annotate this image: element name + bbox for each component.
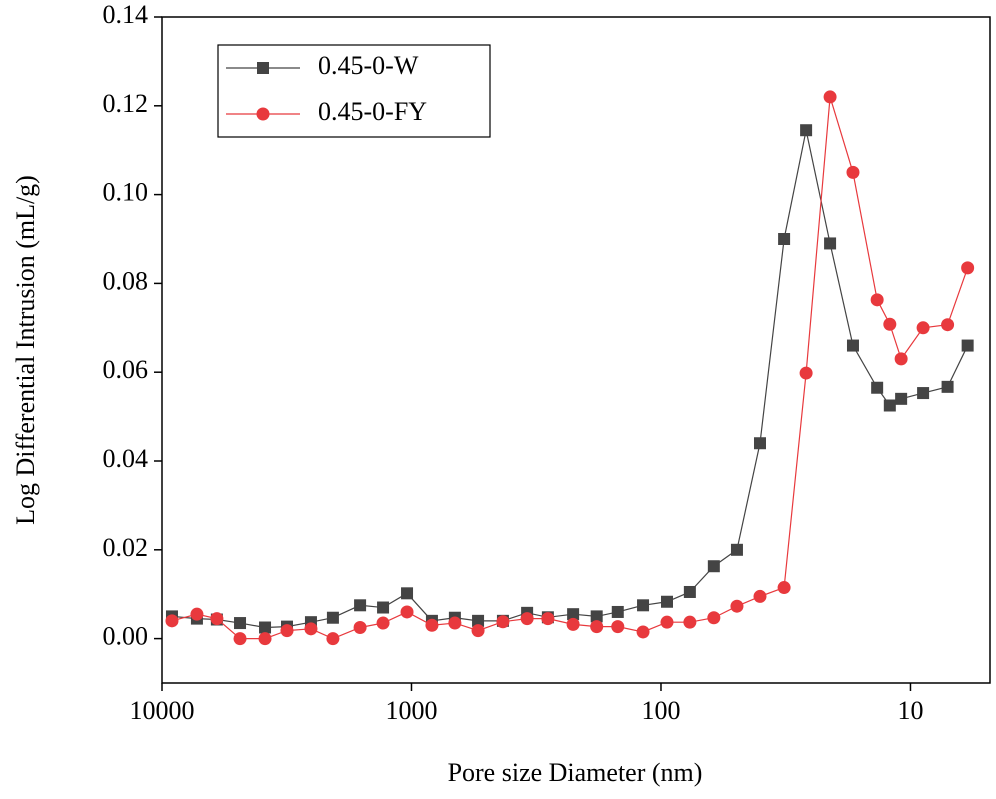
marker bbox=[472, 614, 485, 627]
marker bbox=[234, 617, 247, 630]
marker bbox=[824, 237, 837, 250]
series-line bbox=[171, 96, 969, 640]
marker bbox=[326, 611, 339, 624]
marker bbox=[778, 233, 791, 245]
legend-marker bbox=[256, 107, 270, 121]
y-tick-label: 0.10 bbox=[103, 178, 149, 207]
marker bbox=[304, 622, 318, 636]
y-tick-label: 0.08 bbox=[103, 266, 149, 295]
marker bbox=[637, 599, 650, 612]
marker bbox=[353, 621, 367, 634]
y-tick-label: 0.04 bbox=[103, 444, 149, 473]
x-tick-label: 10000 bbox=[130, 696, 195, 725]
marker bbox=[707, 560, 720, 573]
marker bbox=[636, 625, 650, 639]
marker bbox=[799, 366, 813, 380]
legend-label: 0.45-0-W bbox=[318, 51, 419, 80]
marker bbox=[660, 595, 673, 608]
marker bbox=[916, 321, 930, 335]
y-tick-label: 0.06 bbox=[103, 355, 149, 384]
marker bbox=[894, 352, 908, 366]
marker bbox=[941, 380, 954, 393]
marker bbox=[753, 437, 766, 450]
marker bbox=[567, 608, 580, 621]
marker bbox=[590, 620, 604, 634]
series-line bbox=[171, 130, 969, 629]
marker bbox=[883, 399, 896, 412]
legend-marker bbox=[257, 62, 269, 74]
marker bbox=[471, 624, 485, 638]
marker bbox=[707, 611, 721, 625]
marker bbox=[753, 589, 767, 603]
marker bbox=[233, 632, 247, 646]
marker bbox=[730, 599, 744, 613]
y-axis-label: Log Differential Intrusion (mL/g) bbox=[11, 175, 40, 525]
marker bbox=[683, 585, 696, 598]
marker bbox=[871, 381, 884, 394]
marker bbox=[400, 605, 414, 619]
marker bbox=[425, 618, 439, 632]
marker bbox=[870, 293, 884, 307]
x-tick-label: 10 bbox=[897, 696, 923, 725]
marker bbox=[941, 318, 955, 332]
marker bbox=[520, 612, 534, 626]
marker bbox=[590, 610, 603, 623]
y-tick-label: 0.00 bbox=[103, 622, 149, 651]
marker bbox=[258, 632, 272, 646]
marker bbox=[823, 90, 837, 104]
marker bbox=[401, 587, 414, 600]
marker bbox=[566, 617, 580, 631]
marker bbox=[800, 124, 813, 137]
plot-frame bbox=[161, 16, 991, 684]
marker bbox=[846, 339, 859, 352]
marker bbox=[683, 615, 697, 629]
x-tick-label: 1000 bbox=[385, 696, 437, 725]
marker bbox=[611, 605, 624, 618]
marker bbox=[611, 620, 625, 634]
marker bbox=[846, 165, 860, 179]
marker bbox=[326, 632, 340, 646]
marker bbox=[777, 581, 791, 595]
marker bbox=[895, 392, 908, 405]
marker bbox=[165, 614, 179, 628]
marker bbox=[660, 615, 674, 629]
y-tick-label: 0.12 bbox=[103, 89, 149, 118]
marker bbox=[541, 612, 555, 626]
x-axis-label: Pore size Diameter (nm) bbox=[448, 758, 703, 787]
marker bbox=[259, 621, 272, 634]
legend-box bbox=[217, 44, 491, 138]
legend-label: 0.45-0-FY bbox=[318, 97, 427, 126]
marker bbox=[496, 615, 510, 629]
marker bbox=[354, 599, 367, 612]
marker bbox=[377, 601, 390, 614]
marker bbox=[376, 616, 390, 630]
marker bbox=[448, 616, 462, 630]
marker bbox=[730, 543, 743, 556]
x-tick-label: 100 bbox=[641, 696, 680, 725]
y-tick-label: 0.14 bbox=[103, 0, 149, 29]
marker bbox=[280, 624, 294, 638]
marker bbox=[190, 607, 204, 621]
marker bbox=[883, 317, 897, 331]
marker bbox=[961, 261, 975, 275]
marker bbox=[917, 387, 930, 400]
y-tick-label: 0.02 bbox=[103, 533, 149, 562]
marker bbox=[210, 612, 224, 626]
marker bbox=[961, 339, 974, 352]
